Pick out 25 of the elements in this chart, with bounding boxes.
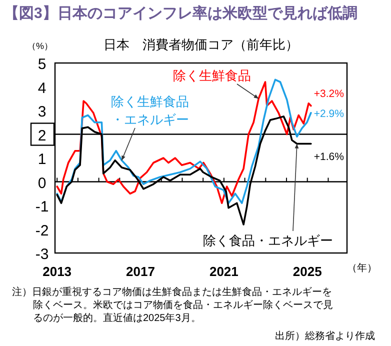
series-label: 除く生鮮食品・エネルギー [111, 94, 189, 127]
y-tick-label: 5 [38, 56, 46, 73]
data-label: +1.6% [314, 150, 344, 163]
data-label: +3.2% [314, 88, 344, 100]
series-label: 除く生鮮食品 [173, 68, 251, 83]
text: 除く食品・エネルギー [203, 233, 333, 248]
text: 出所）総務省より作成 [275, 330, 375, 342]
chart-title: 【図3】日本のコアインフレ率は米欧型で見れば低調 [4, 4, 358, 22]
y-axis-title: （%） [26, 41, 54, 51]
text: 注）日銀が重視するコア物価は生鮮食品または生鮮食品・エネルギーを除くベース。米欧ではコア物価を食品・エネルギー除くベースで見るのが一般的。直近値は2025年3月。 [12, 286, 333, 324]
x-tick-label: 2021 [209, 264, 238, 279]
y-tick-label: 2 [38, 127, 46, 144]
x-tick-label: 2017 [126, 264, 155, 279]
chart-subtitle: 日本 消費者物価コア（前年比） [104, 37, 298, 52]
data-label: +2.9% [314, 108, 344, 120]
y-tick-label: 0 [38, 174, 46, 192]
x-axis-title: （年） [347, 262, 377, 274]
y-tick-label: 1 [38, 151, 46, 168]
x-tick-label: 2013 [42, 264, 72, 279]
x-tick-label: 2025 [292, 264, 322, 279]
y-tick-label: -1 [35, 198, 49, 216]
y-tick-label: -2 [35, 222, 49, 240]
y-tick-label: 3 [38, 104, 46, 120]
y-tick-label: 4 [38, 80, 46, 97]
y-tick-label: -3 [35, 246, 49, 263]
